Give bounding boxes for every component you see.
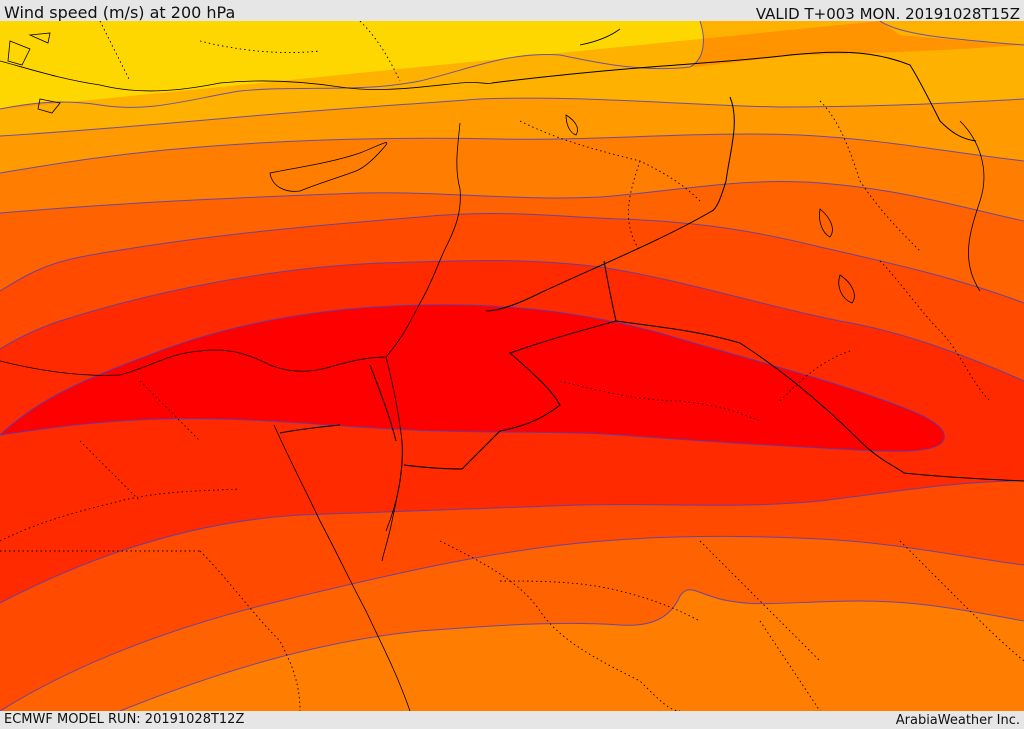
band-1 <box>0 21 1024 136</box>
wind-speed-map <box>0 21 1024 711</box>
contour-lines <box>0 21 1024 711</box>
map-title: Wind speed (m/s) at 200 hPa <box>4 3 236 22</box>
credit-text: ArabiaWeather Inc. <box>895 713 1020 728</box>
country-borders <box>279 51 1024 482</box>
band-9 <box>0 536 1024 711</box>
band-4 <box>0 181 1024 303</box>
coastlines <box>0 28 985 711</box>
province-borders <box>0 21 1024 711</box>
header-bar: Wind speed (m/s) at 200 hPa VALID T+003 … <box>0 0 1024 23</box>
band-10 <box>120 589 1024 711</box>
valid-time: VALID T+003 MON. 20191028T15Z <box>755 5 1020 23</box>
model-run: ECMWF MODEL RUN: 20191028T12Z <box>4 712 245 727</box>
footer-bar: ECMWF MODEL RUN: 20191028T12Z ArabiaWeat… <box>0 711 1024 729</box>
band-3 <box>0 134 1024 221</box>
band-7-core <box>0 304 945 452</box>
band-yellow <box>0 21 704 109</box>
band-8 <box>0 481 1024 711</box>
band-5 <box>0 213 1024 381</box>
band-2 <box>0 98 1024 173</box>
